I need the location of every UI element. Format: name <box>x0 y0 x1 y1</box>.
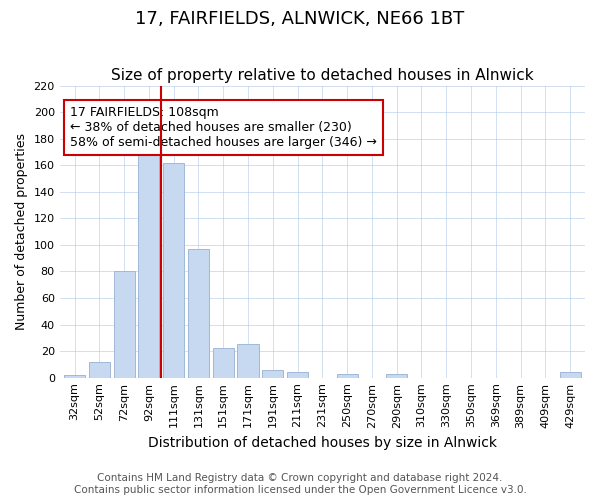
Bar <box>337 374 358 378</box>
Bar <box>287 372 308 378</box>
Y-axis label: Number of detached properties: Number of detached properties <box>15 133 28 330</box>
X-axis label: Distribution of detached houses by size in Alnwick: Distribution of detached houses by size … <box>148 436 497 450</box>
Bar <box>238 344 259 378</box>
Bar <box>64 375 85 378</box>
Bar <box>212 348 234 378</box>
Bar <box>262 370 283 378</box>
Text: 17, FAIRFIELDS, ALNWICK, NE66 1BT: 17, FAIRFIELDS, ALNWICK, NE66 1BT <box>136 10 464 28</box>
Bar <box>139 146 160 378</box>
Bar <box>560 372 581 378</box>
Bar <box>163 162 184 378</box>
Bar <box>188 249 209 378</box>
Title: Size of property relative to detached houses in Alnwick: Size of property relative to detached ho… <box>111 68 533 83</box>
Bar <box>89 362 110 378</box>
Bar <box>386 374 407 378</box>
Text: 17 FAIRFIELDS: 108sqm
← 38% of detached houses are smaller (230)
58% of semi-det: 17 FAIRFIELDS: 108sqm ← 38% of detached … <box>70 106 377 149</box>
Bar <box>113 272 134 378</box>
Text: Contains HM Land Registry data © Crown copyright and database right 2024.
Contai: Contains HM Land Registry data © Crown c… <box>74 474 526 495</box>
